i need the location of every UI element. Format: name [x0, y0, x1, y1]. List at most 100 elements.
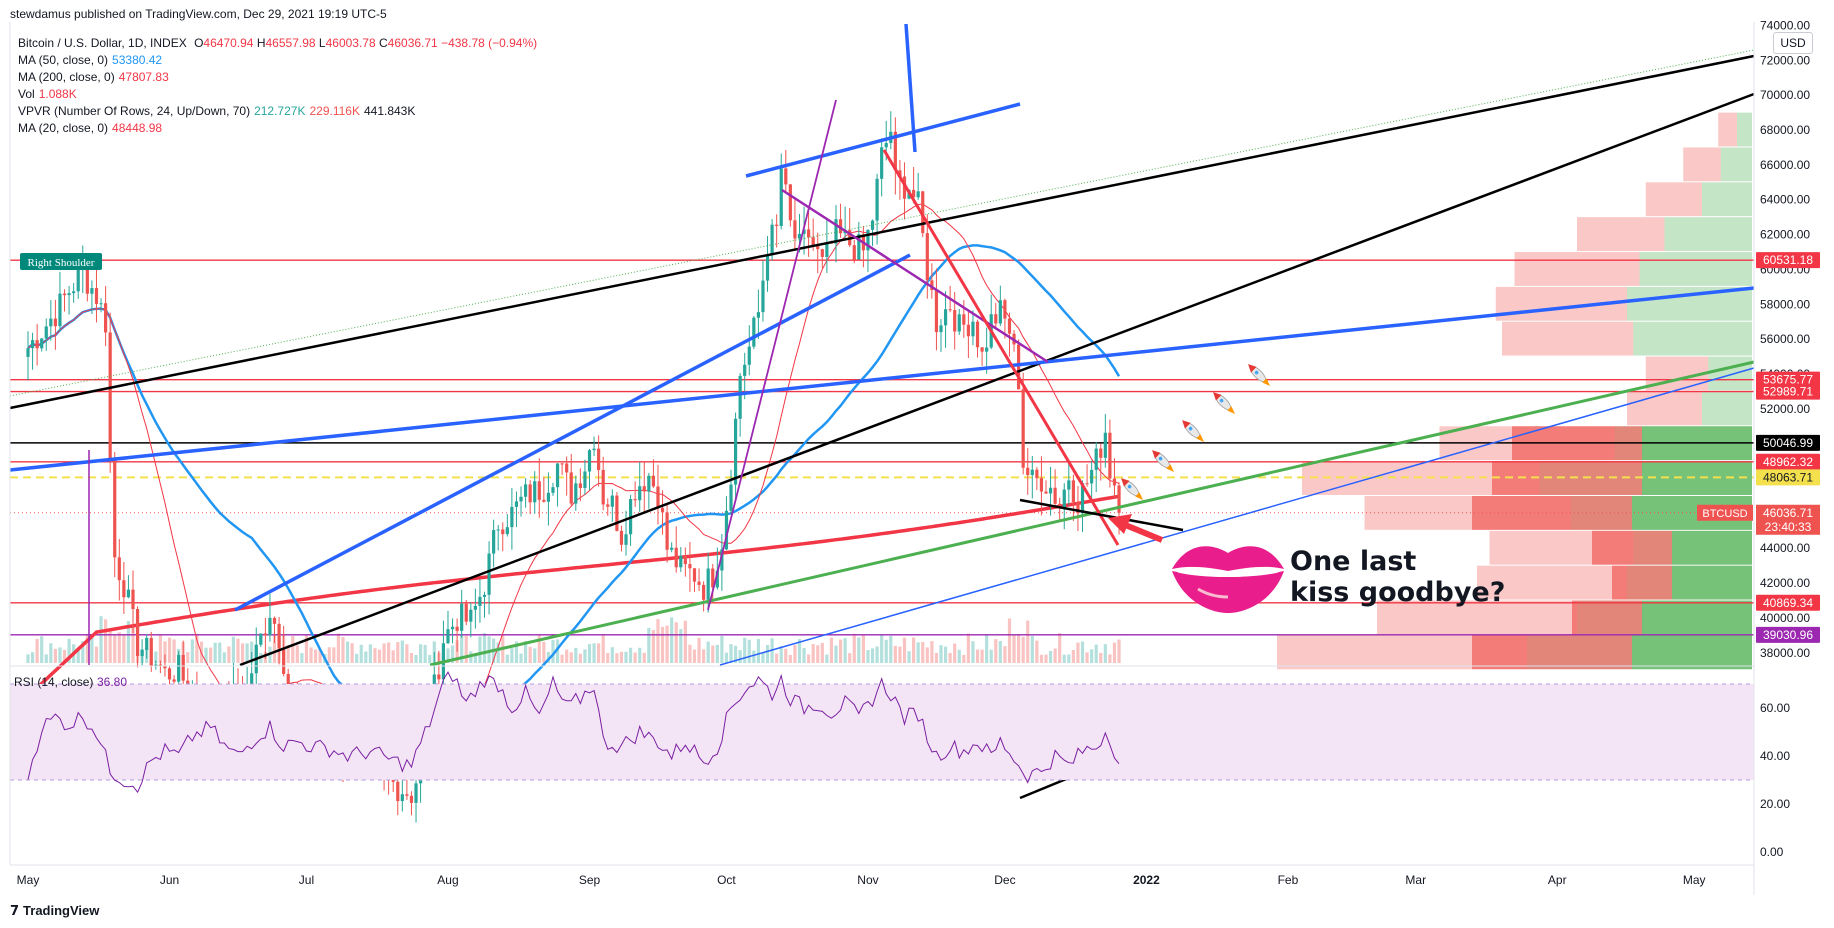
- vol-label: Vol: [18, 87, 35, 101]
- ma200-label: MA (200, close, 0): [18, 70, 115, 84]
- candle-body: [912, 189, 916, 198]
- candle-body: [1058, 503, 1062, 508]
- volume-bar: [163, 641, 167, 663]
- candle-body: [1003, 300, 1007, 319]
- candle-body: [113, 459, 117, 558]
- volume-bar: [665, 625, 669, 663]
- rocket-window: [1158, 456, 1163, 461]
- candle-body: [779, 168, 783, 227]
- candle-body: [651, 475, 656, 487]
- volume-bar: [989, 649, 993, 663]
- candle-body: [857, 234, 861, 260]
- candle-body: [966, 324, 970, 337]
- lip-highlight: [1197, 587, 1229, 599]
- volume-bar: [204, 647, 208, 663]
- price-tick-label: 44000.00: [1760, 541, 1810, 555]
- vpvr-label: VPVR (Number Of Rows, 24, Up/Down, 70): [18, 104, 251, 118]
- volume-bar: [980, 649, 984, 663]
- candle-body: [638, 486, 642, 501]
- rocket-flame: [1196, 434, 1205, 443]
- candle-body: [1090, 469, 1094, 484]
- volume-bar: [514, 641, 519, 663]
- legend-ma200[interactable]: MA (200, close, 0) 47807.83: [18, 69, 537, 86]
- volume-bar: [674, 622, 678, 663]
- volume-bar: [313, 649, 318, 663]
- trend-blue-spike: [904, 23, 917, 153]
- ma20-label: MA (20, close, 0): [18, 121, 109, 135]
- legend-vol[interactable]: Vol 1.088K: [18, 86, 537, 103]
- volume-bar: [797, 639, 802, 663]
- volume-bar: [848, 653, 852, 663]
- candle-body: [994, 314, 998, 324]
- rocket-flame: [1227, 406, 1236, 415]
- volume-bar: [578, 653, 582, 663]
- volume-bar: [925, 647, 929, 663]
- level-price-label: 53675.77: [1763, 373, 1813, 387]
- legend-vpvr[interactable]: VPVR (Number Of Rows, 24, Up/Down, 70) 21…: [18, 103, 537, 120]
- candle-body: [893, 131, 897, 171]
- ohlc-l-label: L: [318, 36, 326, 50]
- rocket-icon: [1121, 478, 1144, 501]
- volume-bar: [702, 649, 706, 663]
- volume-bar: [679, 629, 683, 663]
- volume-bar: [94, 646, 99, 663]
- candle-body: [49, 318, 53, 327]
- volume-bar: [222, 652, 226, 663]
- publish-info: stewdamus published on TradingView.com, …: [10, 7, 387, 21]
- volume-bar: [898, 646, 902, 663]
- volume-bar: [154, 651, 158, 663]
- volume-bar: [692, 649, 697, 663]
- volume-bar: [1112, 642, 1117, 663]
- volume-bar: [715, 644, 719, 663]
- volume-bar: [962, 654, 966, 663]
- trend-blue-top: [745, 102, 1021, 178]
- candle-body: [578, 483, 582, 488]
- candle-body: [523, 484, 528, 497]
- candle-body: [1071, 480, 1075, 503]
- ohlc-change: −438.78 (−0.94%): [441, 36, 538, 50]
- vp-up-bar: [1708, 356, 1752, 391]
- legend-ma20[interactable]: MA (20, close, 0) 48448.98: [18, 120, 537, 137]
- volume-bar: [633, 652, 637, 663]
- kiss-line2: kiss goodbye?: [1290, 577, 1506, 608]
- ohlc-o: 46470.94: [203, 36, 254, 50]
- candle-body: [1021, 389, 1025, 468]
- candle-body: [702, 584, 706, 600]
- volume-bar: [656, 619, 660, 663]
- volume-bar: [40, 636, 44, 663]
- volume-bar: [1099, 652, 1103, 663]
- tradingview-logo[interactable]: 𝟳 TradingView: [10, 903, 99, 919]
- volume-bar: [1085, 652, 1089, 663]
- price-tick-label: 40000.00: [1760, 611, 1810, 625]
- candle-body: [788, 184, 792, 221]
- candle-body: [482, 594, 487, 597]
- trend-purple-falling: [781, 188, 1049, 364]
- rocket-window: [1254, 370, 1259, 375]
- candle-body: [72, 291, 76, 294]
- trend-red-falling: [882, 149, 1120, 546]
- rsi-tick-label: 60.00: [1760, 701, 1790, 715]
- rocket-icon: [1152, 450, 1175, 473]
- volume-bar: [387, 642, 391, 663]
- volume-bar: [409, 652, 414, 663]
- time-tick-label: Mar: [1405, 873, 1426, 887]
- volume-bar: [592, 643, 596, 663]
- candle-body: [409, 795, 414, 803]
- legend-ma50[interactable]: MA (50, close, 0) 53380.42: [18, 52, 537, 69]
- trend-blue-long: [9, 286, 1755, 472]
- volume-bar: [345, 641, 350, 663]
- candle-body: [980, 347, 984, 352]
- symbol-title[interactable]: Bitcoin / U.S. Dollar, 1D, INDEX: [18, 36, 187, 50]
- ohlc-h: 46557.98: [265, 36, 316, 50]
- candle-body: [446, 629, 450, 644]
- volume-bar: [601, 634, 605, 663]
- volume-bar: [1071, 650, 1075, 663]
- volume-bar: [861, 634, 865, 663]
- candle-body: [149, 637, 153, 667]
- candle-body: [510, 506, 514, 528]
- currency-button[interactable]: USD: [1773, 32, 1813, 54]
- price-tick-label: 66000.00: [1760, 158, 1810, 172]
- last-price-tag: [1756, 504, 1820, 535]
- volume-bar: [186, 652, 190, 663]
